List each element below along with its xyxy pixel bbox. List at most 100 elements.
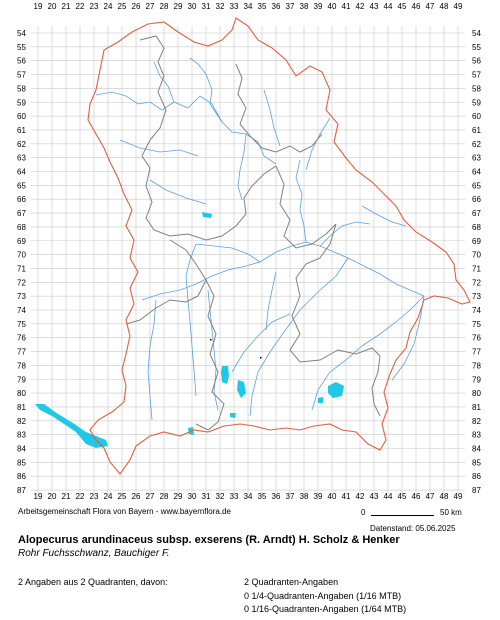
river-regen [319, 221, 371, 247]
row-label: 69 [17, 237, 26, 246]
row-label: 70 [17, 251, 26, 260]
row-label: 86 [472, 472, 481, 481]
row-label: 56 [472, 57, 481, 66]
lake-small-2 [230, 413, 236, 418]
row-label: 68 [472, 223, 481, 232]
row-label: 66 [17, 195, 26, 204]
column-label: 44 [384, 492, 393, 500]
column-label: 41 [342, 492, 351, 500]
row-label: 54 [17, 29, 26, 38]
border-oberpfalz [275, 165, 337, 249]
column-label: 39 [314, 2, 323, 11]
lake-small-4 [318, 397, 323, 403]
column-label: 46 [412, 492, 421, 500]
column-label: 29 [174, 2, 183, 11]
records-summary: 2 Angaben aus 2 Quadranten, davon: [18, 577, 168, 587]
row-label: 61 [472, 126, 481, 135]
river-danube [141, 241, 425, 301]
row-label: 57 [472, 71, 481, 80]
row-label: 70 [472, 251, 481, 260]
scale-bar [371, 515, 434, 516]
river-tributary-7 [265, 271, 277, 331]
row-label: 71 [17, 264, 26, 273]
border-mittelfranken [141, 155, 277, 241]
column-label: 49 [454, 492, 463, 500]
column-label: 28 [160, 492, 169, 500]
column-label: 30 [188, 492, 197, 500]
column-label: 24 [104, 2, 113, 11]
river-saale [153, 61, 175, 103]
row-labels-left: 54 55 56 57 58 59 60 61 62 63 64 65 66 67 68 69 70 71 72 73… [17, 29, 26, 495]
row-label: 63 [472, 154, 481, 163]
river-tributary-4 [305, 117, 331, 171]
row-label: 78 [17, 361, 26, 370]
row-label: 73 [17, 292, 26, 301]
row-label: 81 [472, 403, 481, 412]
column-label: 27 [146, 2, 155, 11]
column-label: 49 [454, 2, 463, 11]
column-label: 25 [118, 2, 127, 11]
column-label: 32 [216, 492, 225, 500]
column-label: 48 [440, 492, 449, 500]
row-label: 72 [472, 278, 481, 287]
border-inner-east [371, 355, 381, 417]
column-label: 36 [272, 492, 281, 500]
border-oberfranken [235, 63, 323, 153]
column-label: 21 [62, 492, 71, 500]
column-label: 32 [216, 2, 225, 11]
column-label: 25 [118, 492, 127, 500]
lake-chiemsee [328, 382, 344, 398]
border-oberbayern [195, 279, 225, 431]
row-label: 80 [472, 389, 481, 398]
row-label: 74 [17, 306, 26, 315]
column-label: 40 [328, 2, 337, 11]
row-label: 79 [472, 375, 481, 384]
column-label: 30 [188, 2, 197, 11]
species-common-name: Rohr Fuchsschwanz, Bauchiger F. [18, 548, 170, 559]
distribution-map: 19 20 21 22 23 24 25 26 27 28 29 30 31 32 33 34 35 36 37 38… [17, 2, 481, 500]
row-label: 72 [17, 278, 26, 287]
column-label: 22 [76, 492, 85, 500]
row-label: 86 [17, 472, 26, 481]
row-label: 54 [472, 29, 481, 38]
column-label: 28 [160, 2, 169, 11]
column-label: 47 [426, 2, 435, 11]
row-label: 81 [17, 403, 26, 412]
row-label: 56 [17, 57, 26, 66]
row-label: 69 [472, 237, 481, 246]
column-label: 37 [286, 2, 295, 11]
column-label: 37 [286, 492, 295, 500]
column-label: 47 [426, 492, 435, 500]
row-label: 66 [472, 195, 481, 204]
column-label: 31 [202, 2, 211, 11]
row-label: 65 [472, 181, 481, 190]
row-labels-right: 54 55 56 57 58 59 60 61 62 63 64 65 66 67 68 69 70 71 72 73… [472, 29, 481, 495]
point-marker [260, 357, 262, 359]
row-label: 75 [17, 320, 26, 329]
row-label: 80 [17, 389, 26, 398]
column-label: 20 [48, 2, 57, 11]
column-label: 23 [90, 492, 99, 500]
column-label: 41 [342, 2, 351, 11]
river-wertach [187, 299, 197, 397]
border-unterfranken [139, 35, 167, 157]
column-label: 43 [370, 492, 379, 500]
column-label: 42 [356, 2, 365, 11]
regional-borders [125, 35, 381, 431]
row-label: 79 [17, 375, 26, 384]
scale-start-label: 0 [361, 508, 366, 517]
river-main-upper [189, 57, 223, 123]
row-label: 78 [472, 361, 481, 370]
row-label: 71 [472, 264, 481, 273]
column-label: 39 [314, 492, 323, 500]
row-label: 67 [17, 209, 26, 218]
column-label: 48 [440, 2, 449, 11]
row-label: 64 [472, 168, 481, 177]
column-labels-bottom: 19 20 21 22 23 24 25 26 27 28 29 30 31 32 33 34 35 36 37 38… [34, 492, 463, 500]
river-tributary-3 [263, 89, 281, 147]
column-label: 38 [300, 2, 309, 11]
point-markers [210, 339, 262, 359]
lake-constance-occurrence [35, 404, 108, 448]
river-lech [207, 289, 219, 411]
row-label: 62 [472, 140, 481, 149]
